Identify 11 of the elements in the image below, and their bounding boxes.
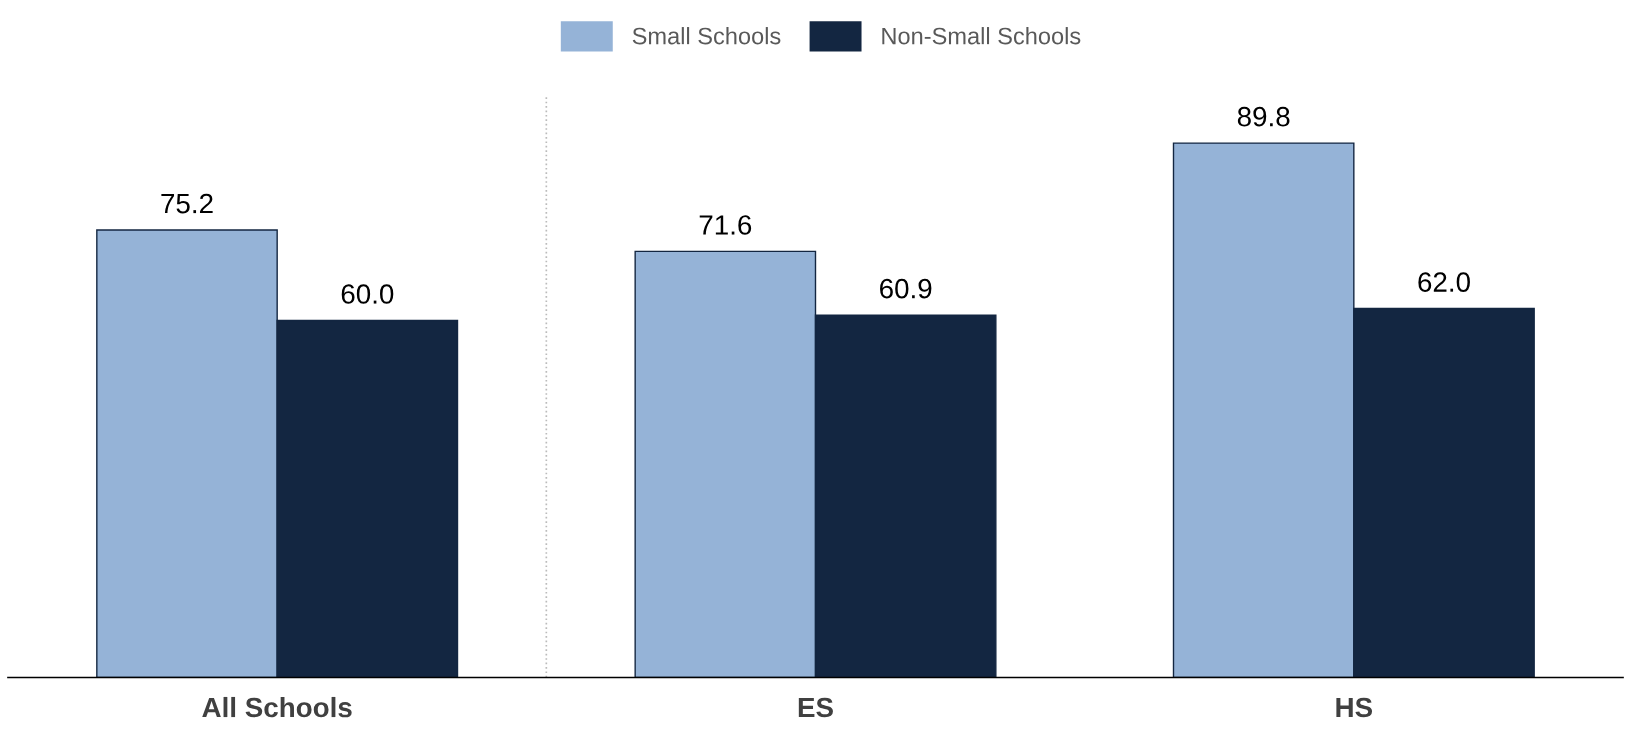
legend-label: Non-Small Schools bbox=[882, 27, 1081, 45]
data-label: 60.0 bbox=[341, 284, 394, 304]
data-label: 60.9 bbox=[880, 278, 932, 299]
data-label: 89.8 bbox=[1237, 106, 1290, 127]
data-label: 62.0 bbox=[1418, 272, 1470, 292]
x-tick-label: ES bbox=[798, 697, 833, 718]
data-label: 71.6 bbox=[699, 215, 752, 235]
legend-label: Small Schools bbox=[632, 27, 781, 45]
x-tick-label: All Schools bbox=[202, 696, 352, 718]
data-label: 75.2 bbox=[161, 193, 213, 214]
x-tick-label: HS bbox=[1336, 697, 1373, 718]
